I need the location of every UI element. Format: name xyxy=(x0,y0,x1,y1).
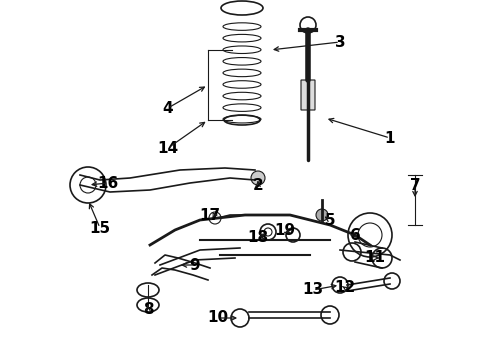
Text: 7: 7 xyxy=(410,177,420,193)
Text: 19: 19 xyxy=(274,222,295,238)
Text: 2: 2 xyxy=(253,177,264,193)
Text: 16: 16 xyxy=(98,176,119,190)
Text: 15: 15 xyxy=(90,220,111,235)
Text: 12: 12 xyxy=(334,280,356,296)
Text: 3: 3 xyxy=(335,35,345,50)
Text: 13: 13 xyxy=(302,283,323,297)
Text: 9: 9 xyxy=(190,257,200,273)
Text: 1: 1 xyxy=(385,131,395,145)
Text: 10: 10 xyxy=(207,310,228,325)
Text: 18: 18 xyxy=(247,230,269,246)
Text: 5: 5 xyxy=(325,212,335,228)
Text: 8: 8 xyxy=(143,302,153,318)
Text: 17: 17 xyxy=(199,207,220,222)
FancyBboxPatch shape xyxy=(301,80,315,110)
Text: 14: 14 xyxy=(157,140,178,156)
Text: 4: 4 xyxy=(163,100,173,116)
Circle shape xyxy=(251,171,265,185)
Circle shape xyxy=(316,209,328,221)
Text: 11: 11 xyxy=(365,251,386,266)
Text: 6: 6 xyxy=(350,228,360,243)
